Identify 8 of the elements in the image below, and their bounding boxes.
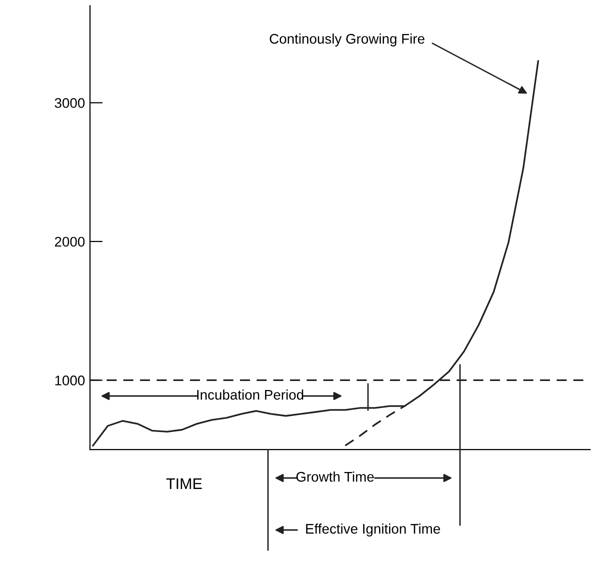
x-axis-title: TIME: [166, 478, 202, 489]
text: Growth Time: [296, 472, 374, 482]
y-tick-label: 1000: [55, 376, 85, 386]
text: Effective Ignition Time: [306, 524, 440, 536]
annotation: Incubation Period: [197, 390, 304, 400]
y-tick-label: 3000: [54, 98, 85, 108]
y-tick-label: 2000: [54, 236, 85, 247]
annotation: Continously Growing Fire: [270, 34, 424, 46]
